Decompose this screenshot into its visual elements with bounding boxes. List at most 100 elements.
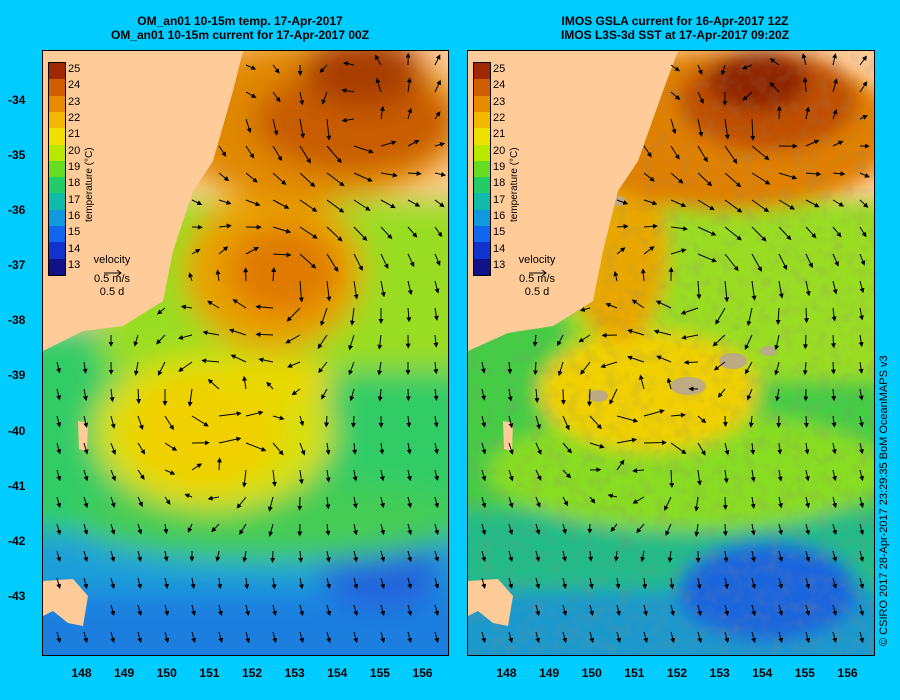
- right-legend-swatch: [474, 193, 490, 211]
- current-arrow: [137, 604, 143, 617]
- current-arrow: [613, 270, 619, 282]
- current-arrow: [805, 577, 811, 590]
- current-arrow: [379, 105, 385, 120]
- left-legend-tick: 23: [68, 95, 81, 108]
- current-arrow: [406, 77, 412, 93]
- current-arrow: [535, 631, 541, 644]
- current-arrow: [133, 334, 139, 347]
- current-arrow: [831, 442, 837, 455]
- current-arrow: [859, 550, 865, 563]
- current-arrow: [321, 388, 328, 400]
- current-arrow: [110, 631, 116, 644]
- current-arrow: [433, 388, 439, 401]
- current-arrow: [616, 415, 639, 423]
- current-arrow: [157, 361, 166, 376]
- current-arrow: [110, 523, 116, 535]
- current-arrow: [133, 361, 139, 376]
- current-arrow: [859, 577, 865, 590]
- current-arrow: [535, 604, 541, 617]
- current-arrow: [534, 388, 540, 404]
- current-arrow: [137, 469, 145, 480]
- current-arrow: [805, 280, 811, 297]
- current-arrow: [56, 496, 62, 509]
- current-arrow: [751, 631, 757, 644]
- current-arrow: [352, 442, 358, 455]
- current-arrow: [377, 361, 383, 376]
- left-legend-tick: 21: [68, 128, 81, 141]
- left-map-panel[interactable]: [42, 50, 449, 656]
- credit-text: © CSIRO 2017 28-Apr-2017 23:29:35 BoM Oc…: [878, 355, 890, 646]
- current-arrow: [680, 307, 699, 315]
- current-arrow: [272, 172, 287, 186]
- current-arrow: [670, 199, 687, 208]
- current-arrow: [480, 361, 486, 374]
- lat-label: -35: [8, 147, 26, 162]
- current-arrow: [750, 442, 756, 455]
- current-arrow: [670, 64, 680, 72]
- current-arrow: [717, 388, 726, 398]
- current-arrow: [434, 523, 440, 536]
- current-arrow: [299, 631, 305, 644]
- lat-label: -38: [8, 313, 26, 328]
- left-legend-swatch: [49, 63, 65, 80]
- current-arrow: [217, 577, 223, 590]
- current-arrow: [832, 496, 838, 509]
- current-arrow: [353, 604, 359, 617]
- current-arrow: [56, 442, 62, 455]
- current-arrow: [187, 388, 193, 407]
- current-arrow: [298, 577, 304, 590]
- current-arrow: [670, 604, 675, 617]
- current-arrow: [632, 496, 645, 504]
- current-arrow: [325, 550, 331, 563]
- current-arrow: [697, 145, 708, 163]
- current-arrow: [178, 361, 193, 372]
- left-lon-label: 154: [327, 666, 348, 680]
- left-velocity-speed: 0.5 m/s: [93, 273, 131, 285]
- current-arrow: [694, 496, 700, 512]
- current-arrow: [805, 604, 811, 617]
- current-arrow: [508, 415, 514, 429]
- current-arrow: [110, 577, 116, 590]
- current-arrow: [589, 496, 596, 504]
- current-arrow: [267, 496, 274, 512]
- current-arrow: [589, 631, 595, 644]
- current-arrow: [605, 302, 618, 309]
- current-arrow: [380, 172, 398, 178]
- current-arrow: [587, 388, 593, 407]
- current-arrow: [697, 91, 704, 104]
- current-arrow: [533, 361, 539, 376]
- current-arrow: [272, 442, 284, 456]
- current-arrow: [407, 199, 421, 207]
- current-arrow: [272, 631, 278, 644]
- current-arrow: [348, 334, 355, 351]
- current-arrow: [627, 329, 645, 336]
- current-arrow: [802, 77, 808, 93]
- left-legend-tick: 25: [68, 63, 81, 76]
- current-arrow: [245, 118, 252, 134]
- current-arrow: [778, 172, 798, 180]
- current-arrow: [724, 118, 730, 140]
- current-arrow: [242, 469, 247, 488]
- lat-label: -36: [8, 202, 26, 217]
- current-arrow: [325, 442, 331, 456]
- left-map-svg: [43, 51, 448, 655]
- left-legend-colorbar: [49, 63, 65, 276]
- current-arrow: [746, 307, 753, 327]
- right-legend-swatch: [474, 242, 490, 260]
- right-legend-title: temperature (°C): [509, 147, 520, 222]
- current-arrow: [380, 280, 386, 298]
- current-arrow: [341, 88, 355, 94]
- current-arrow: [82, 388, 88, 402]
- current-arrow: [272, 199, 290, 209]
- current-arrow: [245, 604, 250, 617]
- current-arrow: [191, 199, 203, 205]
- current-arrow: [272, 64, 280, 74]
- current-arrow: [407, 496, 412, 509]
- current-arrow: [697, 172, 713, 187]
- current-arrow: [56, 577, 62, 590]
- right-map-panel[interactable]: [467, 50, 875, 656]
- current-arrow: [579, 307, 591, 312]
- current-arrow: [325, 496, 331, 510]
- current-arrow: [858, 307, 864, 321]
- right-velocity-arrow: [509, 267, 565, 277]
